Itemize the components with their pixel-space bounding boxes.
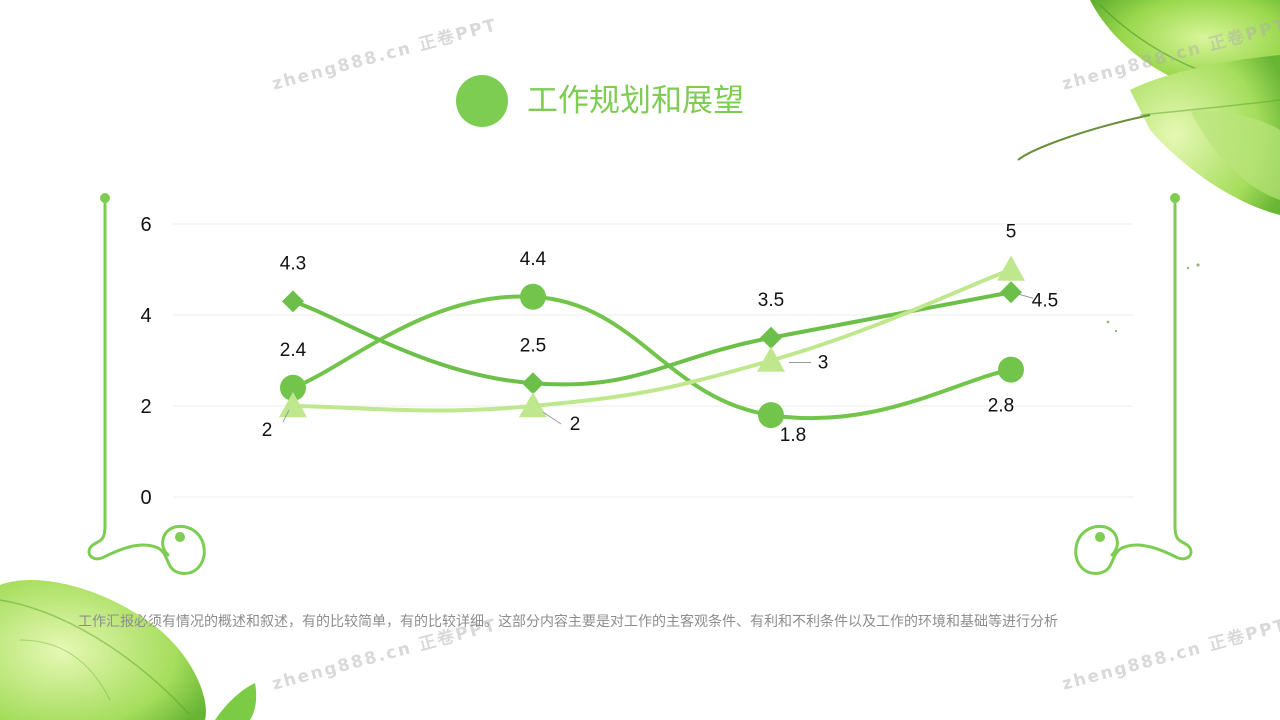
data-label: 2 xyxy=(570,414,581,435)
data-point-diamond xyxy=(282,290,304,313)
data-point-triangle xyxy=(519,392,547,418)
frame-right-swirl xyxy=(1074,524,1193,575)
leader-line xyxy=(1018,293,1034,299)
page-title: 工作规划和展望 xyxy=(527,83,744,119)
frame-left-cap xyxy=(100,193,110,203)
data-label: 4.4 xyxy=(520,249,547,270)
body-paragraph: 工作汇报必须有情况的概述和叙述，有的比较简单，有的比较详细。这部分内容主要是对工… xyxy=(78,614,1058,630)
data-point-triangle xyxy=(757,346,785,372)
y-tick-label: 4 xyxy=(140,305,151,327)
data-point-circle xyxy=(758,402,784,429)
data-label: 2.4 xyxy=(280,340,307,361)
data-label: 3 xyxy=(818,353,829,374)
data-point-circle xyxy=(280,374,306,401)
y-tick-label: 0 xyxy=(140,487,151,509)
data-point-triangle xyxy=(279,392,307,418)
data-point-diamond xyxy=(1000,281,1022,304)
leader-line xyxy=(542,411,562,425)
data-label: 2 xyxy=(262,420,273,441)
leaf-top-right-icon xyxy=(1017,0,1280,215)
data-point-circle xyxy=(998,356,1024,383)
data-label: 2.8 xyxy=(988,396,1014,417)
data-label: 2.5 xyxy=(520,335,546,356)
frame-right-cap xyxy=(1170,193,1180,203)
data-point-triangle xyxy=(997,255,1025,281)
leaf-bottom-left-icon xyxy=(0,580,257,720)
data-point-diamond xyxy=(760,326,782,349)
title-dot-icon xyxy=(456,75,508,127)
data-label: 4.3 xyxy=(280,253,306,274)
data-label: 3.5 xyxy=(758,290,784,311)
y-tick-label: 6 xyxy=(140,214,151,236)
y-tick-label: 2 xyxy=(140,396,151,418)
data-label: 4.5 xyxy=(1032,290,1058,311)
series-line-triangle xyxy=(291,267,1013,413)
series-line-circle xyxy=(291,294,1013,421)
data-label: 1.8 xyxy=(780,425,806,446)
data-point-diamond xyxy=(522,372,544,395)
data-label: 5 xyxy=(1006,222,1017,243)
series-line-diamond xyxy=(291,290,1013,387)
data-point-circle xyxy=(520,283,546,310)
frame-left-swirl xyxy=(87,524,206,575)
leader-line xyxy=(282,409,290,423)
